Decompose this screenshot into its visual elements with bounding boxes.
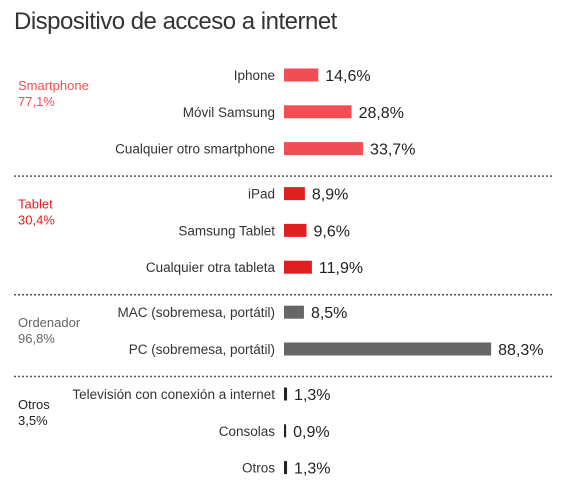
bar bbox=[284, 424, 287, 438]
group-total-1: 30,4% bbox=[18, 213, 55, 228]
group-total-0: 77,1% bbox=[18, 94, 55, 109]
bar bbox=[284, 387, 288, 401]
bar-label: Cualquier otro smartphone bbox=[115, 142, 275, 157]
group-label-1: Tablet bbox=[18, 197, 53, 212]
value-label: 9,6% bbox=[314, 223, 350, 240]
group-total-2: 96,8% bbox=[18, 331, 55, 346]
value-label: 8,9% bbox=[312, 187, 348, 204]
bar-label: PC (sobremesa, portátil) bbox=[129, 342, 275, 357]
group-label-0: Smartphone bbox=[18, 78, 89, 93]
group-label-2: Ordenador bbox=[18, 315, 81, 330]
bar-label: Samsung Tablet bbox=[178, 223, 275, 238]
value-label: 88,3% bbox=[498, 342, 543, 359]
bar bbox=[284, 142, 364, 156]
value-label: 28,8% bbox=[359, 105, 404, 122]
bar bbox=[284, 461, 288, 475]
bar-label: Móvil Samsung bbox=[183, 105, 275, 120]
bar-label: iPad bbox=[248, 187, 275, 202]
bar bbox=[284, 305, 304, 319]
group-total-3: 3,5% bbox=[18, 413, 48, 428]
bar-label: Cualquier otra tableta bbox=[146, 260, 276, 275]
bar-label: Televisión con conexión a internet bbox=[72, 387, 275, 402]
value-label: 14,6% bbox=[325, 68, 370, 85]
bar bbox=[284, 68, 319, 82]
value-label: 0,9% bbox=[293, 424, 329, 441]
value-label: 1,3% bbox=[294, 461, 330, 478]
bar-label: Otros bbox=[242, 461, 275, 476]
group-label-3: Otros bbox=[18, 397, 50, 412]
value-label: 1,3% bbox=[294, 387, 330, 404]
value-label: 33,7% bbox=[370, 142, 415, 159]
bar-label: MAC (sobremesa, portátil) bbox=[117, 305, 275, 320]
value-label: 8,5% bbox=[311, 305, 347, 322]
bar bbox=[284, 260, 312, 274]
bar bbox=[284, 342, 492, 356]
bar bbox=[284, 223, 307, 237]
bar-label: Iphone bbox=[234, 68, 275, 83]
chart-title: Dispositivo de acceso a internet bbox=[14, 8, 337, 35]
bar bbox=[284, 105, 352, 119]
bar-label: Consolas bbox=[219, 424, 276, 439]
value-label: 11,9% bbox=[319, 260, 363, 277]
bar bbox=[284, 187, 305, 201]
